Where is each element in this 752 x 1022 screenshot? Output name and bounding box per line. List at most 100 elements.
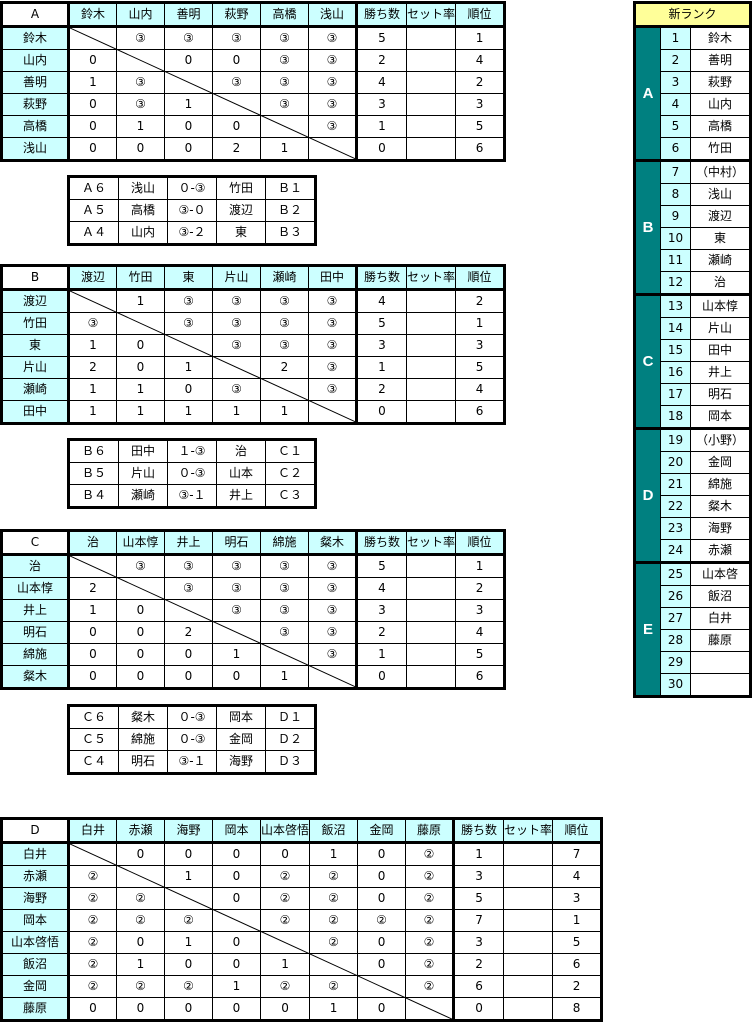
set-rate-cell[interactable] xyxy=(405,334,457,357)
result-cell[interactable]: 0 xyxy=(67,137,117,161)
wins-cell[interactable]: 3 xyxy=(355,599,407,622)
result-cell[interactable]: 0 xyxy=(259,842,311,866)
result-cell[interactable]: ③ xyxy=(308,577,357,600)
result-cell[interactable]: 0 xyxy=(212,997,261,1021)
diagonal-cell[interactable] xyxy=(67,842,117,866)
rank-cell[interactable]: 2 xyxy=(552,975,603,998)
slot-label[interactable]: Ｂ６ xyxy=(68,439,119,463)
upper-player[interactable]: 東 xyxy=(216,221,266,245)
wins-cell[interactable]: 5 xyxy=(452,887,505,910)
result-cell[interactable]: ③ xyxy=(308,312,357,335)
rank-player-name[interactable]: （中村） xyxy=(690,159,751,184)
result-cell[interactable]: 0 xyxy=(357,931,407,954)
rank-cell[interactable]: 1 xyxy=(455,312,506,335)
upper-player[interactable]: 井上 xyxy=(216,484,266,508)
lower-player[interactable]: 田中 xyxy=(118,439,168,463)
result-cell[interactable]: ② xyxy=(309,887,359,910)
rank-player-name[interactable]: 浅山 xyxy=(690,183,751,206)
result-cell[interactable]: 0 xyxy=(116,334,165,357)
result-cell[interactable]: ② xyxy=(67,975,117,998)
result-cell[interactable]: ③ xyxy=(212,26,261,50)
result-cell[interactable]: 1 xyxy=(309,997,359,1021)
result-cell[interactable]: 1 xyxy=(259,953,311,976)
result-cell[interactable]: 0 xyxy=(67,665,117,689)
wins-cell[interactable]: 4 xyxy=(355,289,407,313)
result-cell[interactable]: 0 xyxy=(67,621,117,644)
result-cell[interactable]: 0 xyxy=(67,93,117,116)
result-cell[interactable]: ③ xyxy=(308,49,357,72)
rank-player-name[interactable]: 治 xyxy=(690,271,751,295)
result-cell[interactable]: 0 xyxy=(116,842,165,866)
diagonal-cell[interactable] xyxy=(260,643,309,666)
result-cell[interactable]: ③ xyxy=(67,312,117,335)
result-cell[interactable]: ② xyxy=(405,865,455,888)
result-cell[interactable]: ③ xyxy=(164,289,213,313)
result-cell[interactable]: 1 xyxy=(260,400,309,424)
target-slot[interactable]: Ｃ３ xyxy=(265,484,316,508)
target-slot[interactable]: Ｃ２ xyxy=(265,462,316,485)
result-cell[interactable]: 1 xyxy=(116,289,165,313)
result-cell[interactable]: 0 xyxy=(212,953,261,976)
set-rate-cell[interactable] xyxy=(503,931,554,954)
result-cell[interactable]: 0 xyxy=(116,621,165,644)
result-cell[interactable]: 0 xyxy=(164,842,213,866)
result-cell[interactable]: ③ xyxy=(260,621,309,644)
rank-cell[interactable]: 4 xyxy=(455,49,506,72)
rank-player-name[interactable]: 粲木 xyxy=(690,495,751,518)
result-cell[interactable]: 0 xyxy=(357,953,407,976)
result-cell[interactable]: ③ xyxy=(116,26,165,50)
set-rate-cell[interactable] xyxy=(405,643,457,666)
result-cell[interactable]: ③ xyxy=(212,334,261,357)
set-rate-cell[interactable] xyxy=(503,997,554,1021)
result-cell[interactable]: 0 xyxy=(164,665,213,689)
slot-label[interactable]: Ａ４ xyxy=(68,221,119,245)
rank-cell[interactable]: 2 xyxy=(455,71,506,94)
match-score[interactable]: ０-③ xyxy=(167,462,217,485)
diagonal-cell[interactable] xyxy=(164,71,213,94)
set-rate-cell[interactable] xyxy=(405,312,457,335)
result-cell[interactable]: ② xyxy=(405,931,455,954)
result-cell[interactable]: ③ xyxy=(308,115,357,138)
result-cell[interactable]: 0 xyxy=(116,643,165,666)
diagonal-cell[interactable] xyxy=(212,621,261,644)
set-rate-cell[interactable] xyxy=(405,356,457,379)
diagonal-cell[interactable] xyxy=(212,356,261,379)
set-rate-cell[interactable] xyxy=(405,26,457,50)
result-cell[interactable]: ③ xyxy=(308,621,357,644)
upper-player[interactable]: 治 xyxy=(216,439,266,463)
result-cell[interactable]: 1 xyxy=(164,93,213,116)
slot-label[interactable]: Ｃ５ xyxy=(68,728,119,751)
wins-cell[interactable]: 0 xyxy=(452,997,505,1021)
rank-cell[interactable]: 5 xyxy=(455,643,506,666)
rank-player-name[interactable]: 東 xyxy=(690,227,751,250)
wins-cell[interactable]: 1 xyxy=(355,115,407,138)
diagonal-cell[interactable] xyxy=(405,997,455,1021)
result-cell[interactable]: 1 xyxy=(212,400,261,424)
rank-player-name[interactable]: 片山 xyxy=(690,317,751,340)
set-rate-cell[interactable] xyxy=(503,887,554,910)
rank-cell[interactable]: 2 xyxy=(455,577,506,600)
result-cell[interactable]: ③ xyxy=(308,356,357,379)
result-cell[interactable]: 1 xyxy=(116,115,165,138)
target-slot[interactable]: Ｄ３ xyxy=(265,750,316,774)
set-rate-cell[interactable] xyxy=(405,289,457,313)
rank-player-name[interactable]: 善明 xyxy=(690,49,751,72)
wins-cell[interactable]: 6 xyxy=(452,975,505,998)
result-cell[interactable]: ③ xyxy=(308,93,357,116)
rank-player-name[interactable]: 岡本 xyxy=(690,405,751,429)
diagonal-cell[interactable] xyxy=(116,312,165,335)
diagonal-cell[interactable] xyxy=(164,334,213,357)
result-cell[interactable]: 1 xyxy=(164,356,213,379)
diagonal-cell[interactable] xyxy=(212,909,261,932)
rank-player-name[interactable]: 瀬崎 xyxy=(690,249,751,272)
result-cell[interactable]: ③ xyxy=(260,71,309,94)
result-cell[interactable]: 0 xyxy=(164,137,213,161)
rank-cell[interactable]: 3 xyxy=(455,334,506,357)
match-score[interactable]: ③-２ xyxy=(167,221,217,245)
result-cell[interactable]: 1 xyxy=(116,953,165,976)
result-cell[interactable]: 0 xyxy=(164,49,213,72)
result-cell[interactable]: ③ xyxy=(164,26,213,50)
result-cell[interactable]: ③ xyxy=(164,577,213,600)
result-cell[interactable]: ② xyxy=(67,909,117,932)
target-slot[interactable]: Ｂ３ xyxy=(265,221,316,245)
